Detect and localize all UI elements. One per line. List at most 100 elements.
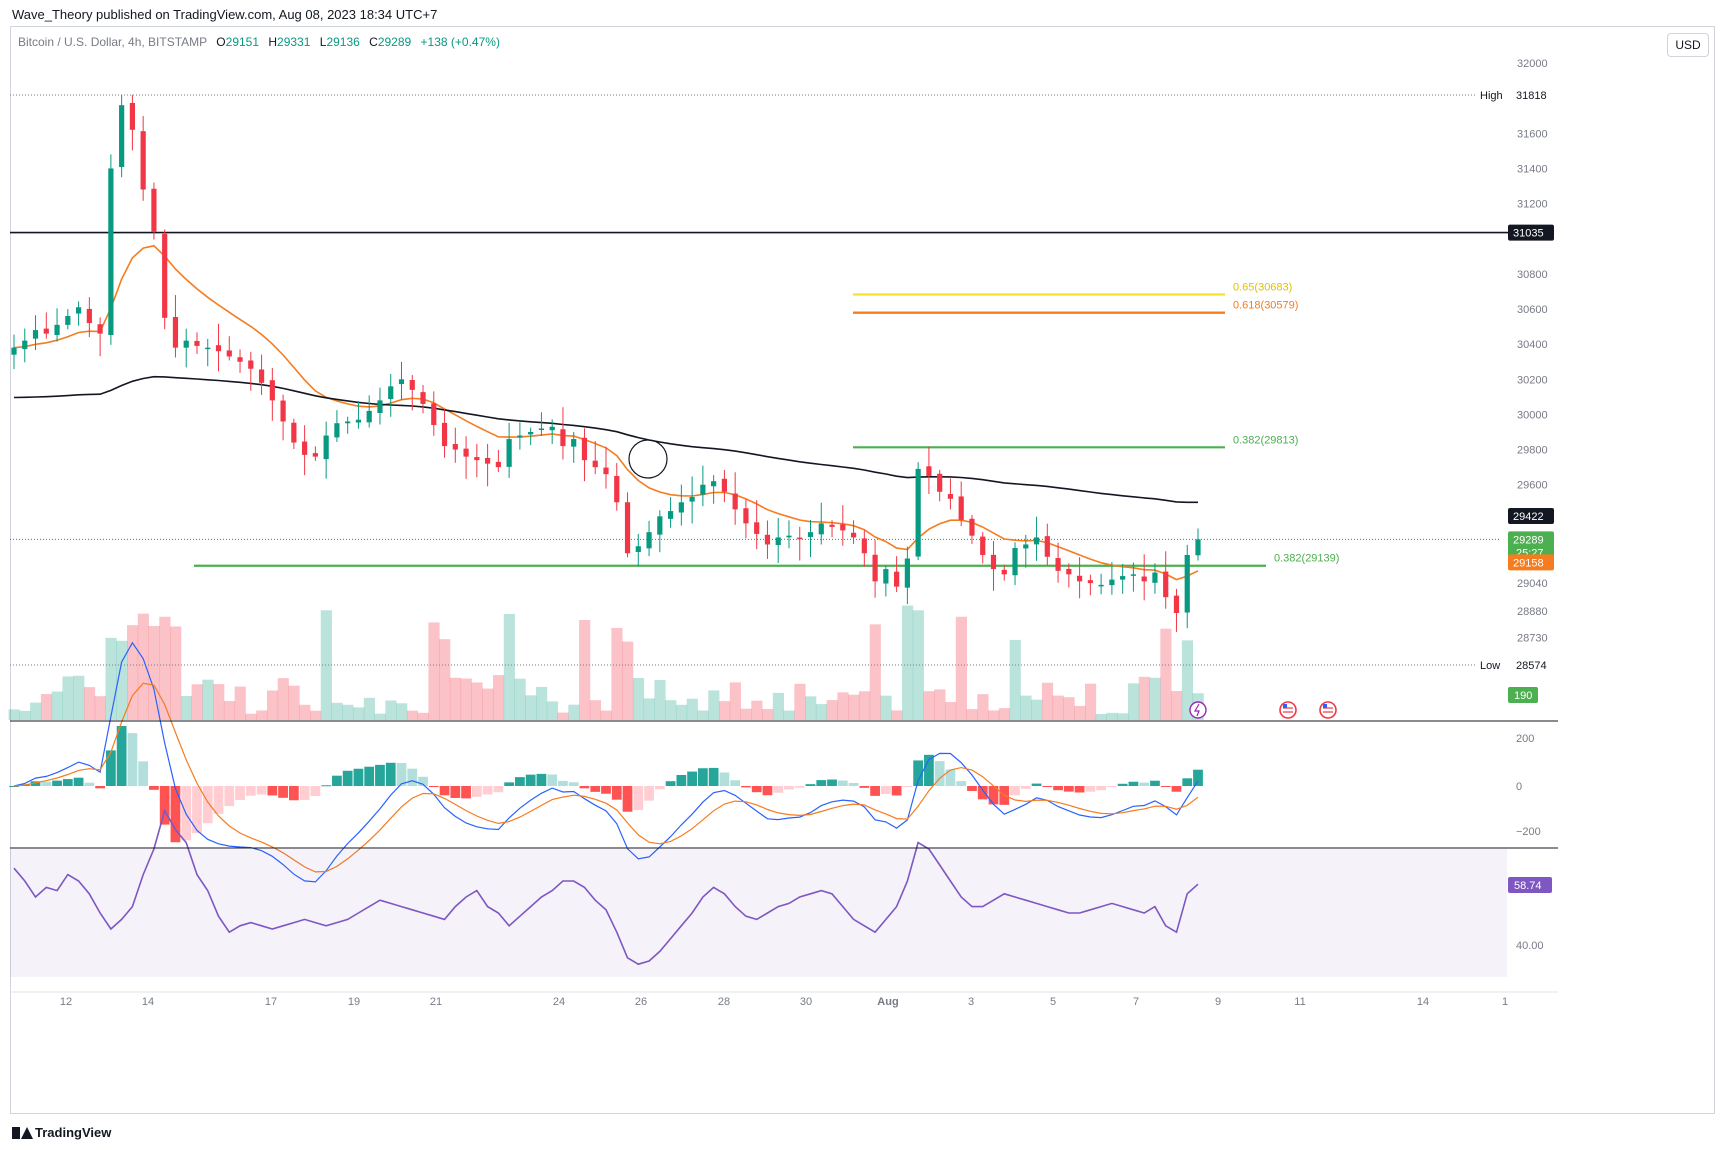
- volume-bar: [234, 686, 246, 720]
- macd-histogram-bar: [730, 780, 741, 786]
- macd-histogram-bar: [278, 786, 288, 798]
- candle-body: [194, 340, 200, 346]
- lightning-icon: [1189, 701, 1207, 719]
- macd-histogram-bar: [762, 786, 773, 796]
- volume-bar: [1138, 676, 1150, 720]
- candle-body: [850, 532, 857, 538]
- candle-body: [258, 369, 265, 383]
- time-tick-label: 26: [635, 996, 647, 1008]
- macd-histogram-bar: [708, 767, 719, 786]
- high-tag-bg: [1476, 87, 1556, 103]
- candle-body: [678, 502, 684, 513]
- volume-bar: [1041, 682, 1054, 720]
- macd-histogram-bar: [256, 786, 267, 795]
- low-tag-value: 28574: [1516, 660, 1547, 672]
- macd-histogram-bar: [902, 786, 913, 787]
- volume-bar: [912, 610, 924, 720]
- symbol-name: Bitcoin / U.S. Dollar, 4h, BITSTAMP: [18, 35, 207, 49]
- macd-histogram-bar: [493, 786, 504, 793]
- volume-bar: [934, 689, 946, 720]
- volume-bar: [762, 709, 774, 720]
- macd-histogram-bar: [267, 786, 278, 796]
- volume-bar: [536, 686, 548, 720]
- macd-histogram-bar: [1020, 786, 1031, 789]
- macd-histogram-bar: [321, 785, 332, 787]
- volume-bar: [1171, 691, 1183, 720]
- candle-body: [11, 347, 17, 355]
- rsi-pane: 40.00 58.74: [10, 808, 1552, 977]
- candle-body: [205, 347, 211, 350]
- volume-bar: [266, 690, 279, 720]
- candle-body: [398, 379, 405, 385]
- macd-histogram-bar: [891, 786, 902, 796]
- low-tag-bg: [1476, 657, 1556, 673]
- macd-histogram-bar: [375, 764, 385, 786]
- volume-bar: [277, 678, 289, 720]
- time-tick-label: 24: [553, 996, 565, 1008]
- volume-bar: [740, 708, 752, 720]
- macd-histogram-bar: [41, 781, 52, 786]
- macd-histogram-bar: [364, 766, 375, 786]
- macd-histogram-bar: [30, 781, 41, 786]
- macd-histogram-bar: [654, 786, 665, 790]
- candle-body: [711, 481, 717, 487]
- candle-body: [215, 345, 222, 352]
- tradingview-footer: TradingView: [12, 1125, 111, 1140]
- candle-body: [1001, 569, 1007, 575]
- macd-histogram-bar: [956, 781, 967, 786]
- volume-bar: [94, 696, 106, 720]
- volume-bar: [1063, 697, 1075, 720]
- macd-histogram-bar: [665, 781, 676, 786]
- macd-histogram-bar: [579, 786, 590, 789]
- macd-histogram-bar: [428, 786, 439, 787]
- volume-bar: [772, 692, 784, 720]
- candle-body: [958, 496, 964, 520]
- volume-bar: [1074, 705, 1086, 720]
- macd-histogram-bar: [116, 725, 127, 786]
- macd-histogram-bar: [1074, 786, 1085, 793]
- candle-body: [1012, 547, 1018, 576]
- rsi-value-tag: 58.74: [1514, 880, 1542, 892]
- candle-body: [291, 422, 297, 443]
- candle-body: [162, 233, 168, 318]
- ema-slow-tag-bg: [1508, 507, 1554, 524]
- macd-histogram-bar: [342, 770, 353, 786]
- candle-body: [1087, 580, 1093, 584]
- macd-histogram-bar: [288, 786, 299, 801]
- volume-bar: [439, 639, 451, 720]
- currency-button[interactable]: USD: [1667, 33, 1709, 57]
- time-tick-label: 12: [60, 996, 72, 1008]
- candle-body: [237, 357, 243, 362]
- volume-bar: [482, 688, 494, 720]
- volume-bar: [331, 702, 343, 720]
- candle-body: [926, 466, 932, 476]
- candle-body: [172, 317, 179, 348]
- macd-histogram-bar: [105, 750, 116, 786]
- publisher-line: Wave_Theory published on TradingView.com…: [12, 7, 438, 22]
- candle-body: [754, 522, 760, 534]
- price-tick-label: 30000: [1517, 409, 1548, 421]
- candle-body: [1184, 555, 1190, 613]
- volume-bar: [600, 710, 612, 720]
- candle-body: [22, 340, 28, 350]
- candle-body: [1044, 536, 1050, 557]
- change-value: +138 (+0.47%): [420, 35, 500, 49]
- candle-body: [969, 518, 975, 536]
- candle-body: [840, 524, 846, 531]
- volume-bar: [686, 698, 698, 720]
- candle-body: [226, 350, 232, 357]
- macd-histogram-bar: [235, 786, 245, 801]
- candle-body: [549, 426, 555, 431]
- macd-histogram-bar: [396, 762, 407, 786]
- candle-body: [1077, 575, 1083, 582]
- price-tick-label: 29800: [1517, 445, 1548, 457]
- macd-histogram-bar: [224, 786, 235, 807]
- rsi-tick-label: 40.00: [1516, 940, 1544, 952]
- candle-body: [32, 330, 39, 339]
- macd-histogram-bar: [1117, 783, 1128, 786]
- volume-bar: [320, 610, 332, 720]
- candle-body: [571, 439, 577, 447]
- volume-bar: [159, 616, 171, 720]
- candle-body: [915, 468, 921, 557]
